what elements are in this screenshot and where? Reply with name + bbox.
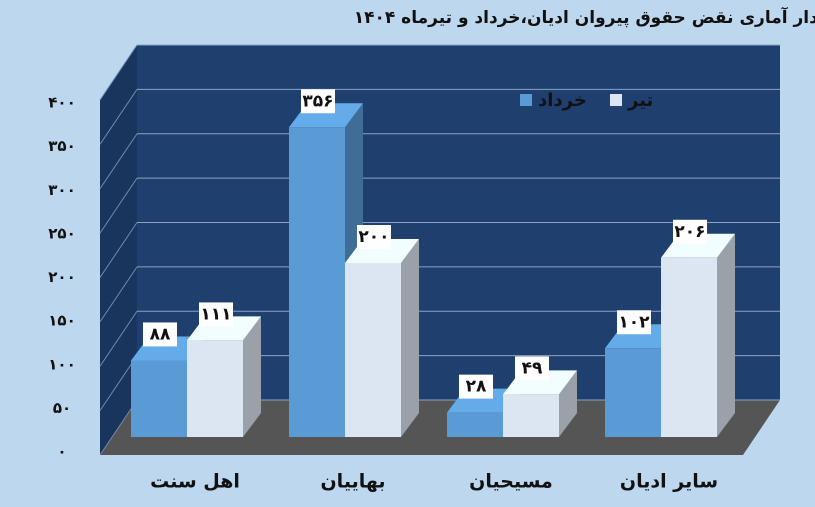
chart-title: نمودار آماری نقض حقوق پیروان ادیان،خرداد…	[354, 6, 815, 28]
y-tick-label: ۰	[57, 443, 66, 461]
x-tick-label: اهل سنت	[150, 471, 240, 493]
value-label: ۳۵۶	[302, 91, 333, 111]
bar	[131, 360, 187, 437]
value-label: ۲۰۶	[674, 222, 705, 242]
legend-label: خرداد	[538, 90, 587, 111]
bar	[447, 412, 503, 437]
y-tick-label: ۳۰۰	[48, 181, 75, 199]
value-label: ۸۸	[150, 324, 171, 344]
value-label: ۲۰۰	[358, 227, 389, 247]
value-label-box	[617, 310, 651, 335]
legend-swatch	[610, 94, 622, 106]
legend-swatch	[520, 94, 532, 106]
y-tick-label: ۲۰۰	[48, 268, 75, 286]
y-tick-label: ۲۵۰	[48, 224, 75, 242]
y-tick-label: ۱۰۰	[48, 355, 75, 373]
value-label-box	[515, 356, 549, 381]
side-grid-line	[99, 177, 138, 234]
value-label-box	[199, 302, 233, 327]
y-tick-label: ۳۵۰	[48, 137, 75, 155]
x-tick-label: مسیحیان	[469, 471, 553, 493]
value-label-box	[357, 225, 391, 249]
bar	[503, 394, 559, 437]
value-label: ۱۱۱	[200, 304, 231, 324]
bar-side	[559, 370, 577, 437]
side-grid-line	[99, 89, 138, 145]
y-tick-label: ۵۰	[53, 399, 71, 417]
value-label: ۲۸	[466, 377, 487, 397]
side-grid-line	[99, 222, 138, 278]
side-grid-line	[99, 355, 138, 411]
bar-side	[717, 233, 735, 437]
side-grid-line	[99, 266, 138, 323]
side-grid-line	[99, 133, 138, 190]
bar-side	[243, 316, 261, 437]
value-label-box	[459, 374, 493, 399]
bar	[289, 127, 345, 437]
side-grid-line	[99, 310, 138, 367]
bar	[187, 340, 243, 437]
x-tick-label: سایر ادیان	[620, 471, 718, 493]
plot: ۰ ۵۰ ۱۰۰ ۱۵۰ ۲۰۰ ۲۵۰ ۳۰۰ ۳۵۰ ۴۰۰ اهل سنت ۸۸ ۱۱۱ بهای…	[48, 44, 780, 493]
value-label: ۴۹	[522, 358, 543, 378]
bar	[661, 257, 717, 437]
y-tick-label: ۱۵۰	[48, 312, 75, 330]
value-label-box	[301, 89, 335, 114]
y-tick-label: ۴۰۰	[48, 94, 75, 112]
x-tick-label: بهاییان	[320, 471, 385, 493]
value-label-box	[673, 219, 707, 244]
bar	[345, 263, 401, 437]
legend-label: تیر	[627, 90, 653, 111]
value-label: ۱۰۲	[618, 312, 650, 332]
value-label-box	[143, 322, 177, 347]
bar	[605, 348, 661, 437]
side-grid-line	[99, 399, 138, 456]
side-grid-line	[99, 44, 138, 101]
bar-side	[401, 239, 419, 437]
